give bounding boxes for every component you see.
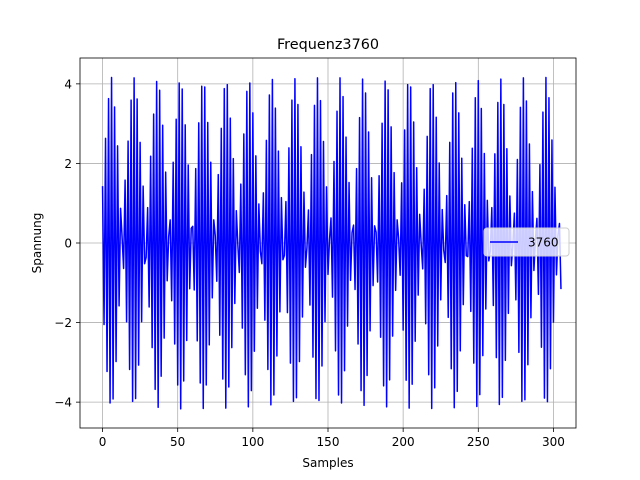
x-tick-label: 150 (317, 435, 340, 449)
y-tick-label: −4 (54, 396, 72, 410)
y-tick-label: 0 (64, 237, 72, 251)
x-axis-label: Samples (302, 456, 353, 470)
x-tick-label: 200 (392, 435, 415, 449)
y-tick-label: 2 (64, 157, 72, 171)
tick-layer: 0 50 100 150 200 250 300 −4 −2 0 2 4 (54, 77, 565, 449)
legend-frame (483, 227, 570, 257)
x-tick-label: 100 (241, 435, 264, 449)
series-layer (101, 76, 562, 410)
legend-label: 3760 (528, 236, 559, 250)
y-axis-label: Spannung (30, 213, 44, 274)
y-tick-label: 4 (64, 77, 72, 91)
chart-title: Frequenz3760 (277, 37, 379, 53)
x-tick-label: 0 (99, 435, 107, 449)
legend: 3760 (483, 227, 570, 257)
series-line-3760 (101, 76, 562, 410)
x-tick-label: 300 (542, 435, 565, 449)
y-tick-label: −2 (54, 316, 72, 330)
x-tick-label: 250 (467, 435, 490, 449)
x-tick-label: 50 (170, 435, 185, 449)
